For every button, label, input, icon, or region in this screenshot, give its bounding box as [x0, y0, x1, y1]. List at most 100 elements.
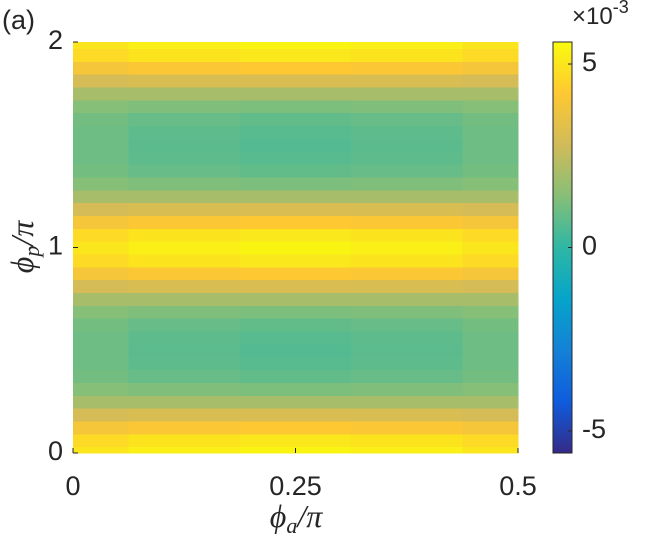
- heat-cell: [351, 266, 463, 281]
- heat-cell: [462, 164, 519, 178]
- heat-cell: [239, 408, 352, 422]
- heat-cell: [73, 343, 130, 358]
- heat-cell: [128, 42, 241, 50]
- heat-cell: [351, 305, 463, 319]
- heat-cell: [462, 292, 519, 306]
- heat-cell: [128, 112, 241, 127]
- heat-cell: [462, 74, 519, 88]
- heat-cell: [462, 112, 519, 127]
- heat-cell: [351, 125, 463, 139]
- heat-cell: [128, 408, 241, 422]
- heat-cell: [239, 305, 352, 319]
- heat-cell: [73, 61, 130, 75]
- heat-cell: [73, 395, 130, 409]
- y-label-tail: /π: [4, 220, 40, 248]
- x-tick-label: 0.5: [499, 471, 537, 501]
- heat-cell: [128, 305, 241, 319]
- heat-cell: [351, 228, 463, 242]
- multiplier-base: ×10: [572, 3, 613, 30]
- heat-cell: [462, 253, 519, 268]
- heat-cell: [239, 99, 352, 114]
- heat-cell: [351, 369, 463, 383]
- heat-cell: [239, 151, 352, 165]
- heat-cell: [462, 42, 519, 50]
- heat-cell: [73, 330, 130, 345]
- heat-cell: [239, 164, 352, 178]
- heat-cell: [128, 446, 241, 454]
- y-tick-label: 1: [48, 231, 63, 261]
- heat-cell: [351, 74, 463, 88]
- heat-cell: [73, 369, 130, 383]
- heat-cell: [462, 420, 519, 435]
- heat-cell: [239, 241, 352, 255]
- heat-cell: [239, 189, 352, 204]
- heat-cell: [128, 292, 241, 306]
- heat-cell: [462, 176, 519, 191]
- heat-cell: [351, 395, 463, 409]
- heat-cell: [462, 215, 519, 229]
- heat-cell: [128, 356, 241, 371]
- heat-cell: [73, 356, 130, 371]
- heat-cell: [128, 395, 241, 409]
- heat-cell: [239, 86, 352, 101]
- heat-cell: [73, 292, 130, 306]
- heat-cell: [351, 99, 463, 114]
- colorbar-multiplier: ×10-3: [572, 0, 629, 30]
- heat-cell: [239, 125, 352, 139]
- heat-cell: [462, 228, 519, 242]
- heat-cell: [128, 86, 241, 101]
- heat-cell: [239, 48, 352, 62]
- heat-cell: [73, 176, 130, 191]
- heat-cell: [239, 176, 352, 191]
- colorbar-tick-label: 0: [582, 231, 597, 261]
- heat-cell: [73, 215, 130, 229]
- heat-cell: [73, 382, 130, 396]
- heat-cell: [73, 42, 130, 50]
- heat-cell: [239, 228, 352, 242]
- heat-cell: [73, 189, 130, 204]
- heat-cell: [351, 189, 463, 204]
- heat-cell: [239, 330, 352, 345]
- heat-cell: [462, 382, 519, 396]
- heat-cell: [239, 253, 352, 268]
- y-axis-label: ϕp/π: [4, 220, 44, 273]
- heat-cell: [73, 99, 130, 114]
- heat-cell: [462, 408, 519, 422]
- heat-cell: [73, 125, 130, 139]
- y-label-main: ϕ: [4, 257, 40, 274]
- heatmap: [73, 42, 519, 454]
- heat-cell: [239, 369, 352, 383]
- heat-cell: [239, 318, 352, 332]
- heat-cell: [239, 215, 352, 229]
- heat-cell: [239, 420, 352, 435]
- heat-cell: [462, 446, 519, 454]
- heat-cell: [239, 343, 352, 358]
- heat-cell: [351, 151, 463, 165]
- heat-cell: [128, 318, 241, 332]
- heat-cell: [73, 446, 130, 454]
- heat-cell: [351, 420, 463, 435]
- heat-cell: [351, 330, 463, 345]
- colorbar-tick-label: 5: [582, 47, 597, 77]
- heat-cell: [462, 151, 519, 165]
- heat-cell: [239, 74, 352, 88]
- colorbar-tick-label: -5: [582, 414, 606, 444]
- heat-cell: [462, 99, 519, 114]
- heat-cell: [128, 369, 241, 383]
- heat-cell: [73, 86, 130, 101]
- heat-cell: [462, 330, 519, 345]
- heat-cell: [73, 241, 130, 255]
- heat-cell: [128, 61, 241, 75]
- heat-cell: [239, 61, 352, 75]
- heat-cell: [239, 356, 352, 371]
- heat-cell: [462, 343, 519, 358]
- heat-cell: [462, 266, 519, 281]
- heat-cell: [462, 395, 519, 409]
- heat-cell: [462, 86, 519, 101]
- heat-cell: [128, 382, 241, 396]
- heat-cell: [128, 228, 241, 242]
- heat-cell: [351, 318, 463, 332]
- x-label-sub: a: [286, 513, 297, 538]
- heat-cell: [462, 305, 519, 319]
- heat-cell: [462, 241, 519, 255]
